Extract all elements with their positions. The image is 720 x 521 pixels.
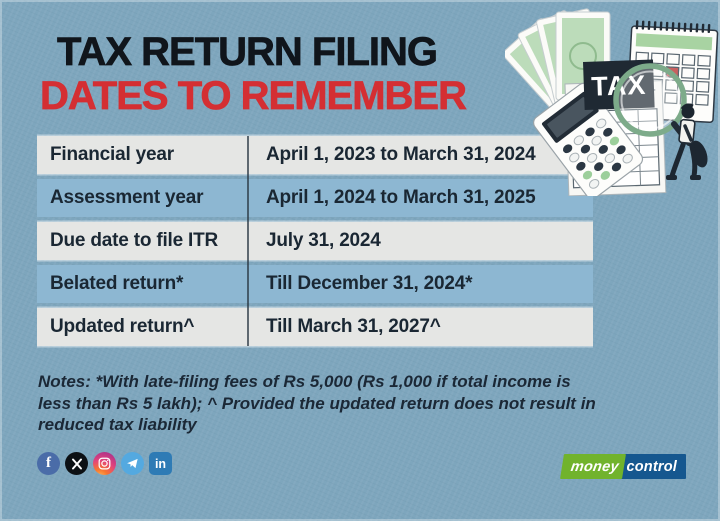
row-value: Till March 31, 2027^ (266, 316, 441, 337)
table-row: Belated return* Till December 31, 2024* (37, 265, 593, 303)
table-row: Updated return^ Till March 31, 2027^ (37, 308, 593, 346)
moneycontrol-logo[interactable]: money control (559, 454, 686, 479)
row-label: Due date to file ITR (50, 230, 219, 251)
row-value: Till December 31, 2024* (266, 273, 473, 294)
x-icon[interactable] (65, 452, 88, 475)
row-label: Updated return^ (50, 316, 195, 337)
instagram-icon[interactable] (93, 452, 116, 475)
row-label: Assessment year (50, 187, 204, 208)
title-line-red: DATES TO REMEMBER (40, 74, 468, 119)
magnifier-icon (613, 63, 692, 146)
tax-illustration: TAX (505, 8, 719, 196)
row-label: Financial year (50, 144, 174, 165)
footnotes: Notes: *With late-filing fees of Rs 5,00… (38, 372, 596, 434)
telegram-icon[interactable] (121, 452, 144, 475)
row-value: April 1, 2024 to March 31, 2025 (266, 187, 536, 208)
brand-money-segment: money (559, 454, 626, 479)
person-figure (666, 103, 708, 180)
dates-table: Financial year April 1, 2023 to March 31… (37, 136, 593, 351)
row-value: July 31, 2024 (266, 230, 381, 251)
facebook-icon[interactable]: f (37, 452, 60, 475)
table-column-divider (247, 136, 249, 346)
brand-control-segment: control (620, 454, 686, 479)
linkedin-icon[interactable]: in (149, 452, 172, 475)
table-row: Due date to file ITR July 31, 2024 (37, 222, 593, 260)
table-row: Financial year April 1, 2023 to March 31… (37, 136, 593, 174)
calculator-icon (533, 82, 644, 196)
title-line-black: TAX RETURN FILING (57, 30, 439, 75)
row-value: April 1, 2023 to March 31, 2024 (266, 144, 536, 165)
table-row: Assessment year April 1, 2024 to March 3… (37, 179, 593, 217)
page-title: TAX RETURN FILING DATES TO REMEMBER (40, 30, 468, 119)
social-icons: f in (37, 452, 172, 475)
row-label: Belated return* (50, 273, 184, 294)
